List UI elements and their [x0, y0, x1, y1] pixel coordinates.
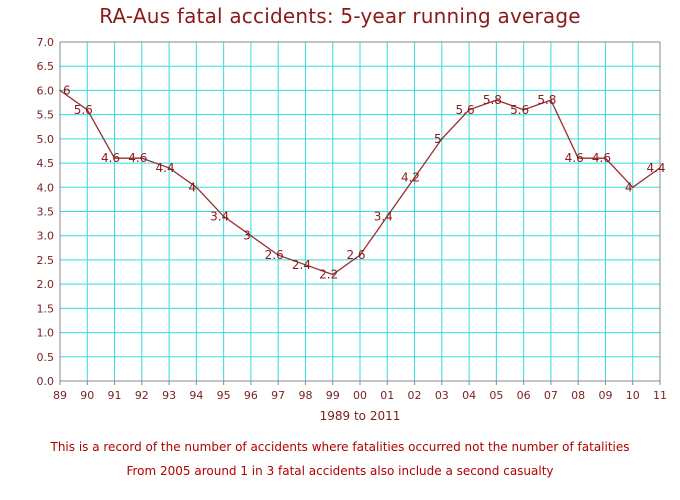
- data-point: [113, 157, 116, 160]
- x-tick-label: 93: [162, 389, 176, 402]
- y-axis: 0.0 0.5 1.0 1.5 2.0 2.5 3.0 3.5 4.0 4.5 5.0 5.5 6.0 6…: [37, 36, 55, 388]
- x-tick-label: 95: [217, 389, 231, 402]
- x-axis-title: 1989 to 2011: [320, 409, 401, 423]
- data-point: [141, 157, 143, 160]
- y-tick-label: 1.5: [37, 302, 55, 315]
- y-tick-label: 2.0: [37, 278, 55, 291]
- y-tick-label: 5.0: [37, 133, 55, 146]
- data-point: [659, 167, 661, 169]
- data-label: 5.8: [483, 93, 502, 107]
- data-point: [222, 215, 225, 218]
- data-label: 5.6: [510, 103, 529, 117]
- x-tick-label: 04: [462, 389, 476, 402]
- y-tick-label: 5.5: [37, 109, 55, 122]
- y-tick-label: 6.5: [37, 60, 55, 73]
- data-point: [522, 109, 525, 111]
- grid: [59, 41, 661, 382]
- data-label: 4.2: [401, 171, 420, 185]
- y-tick-label: 6.0: [37, 84, 55, 97]
- x-axis: 89 90 91 92 93 94 95 96 97 98 99 00 01 02 03 04 05 06 07 08…: [53, 381, 667, 402]
- data-point: [59, 89, 61, 92]
- y-tick-label: 0.0: [37, 375, 55, 388]
- x-tick-label: 01: [380, 389, 394, 402]
- data-point: [631, 186, 634, 189]
- data-label: 2.6: [265, 248, 284, 262]
- x-tick-label: 08: [571, 389, 585, 402]
- data-label: 5.6: [456, 103, 475, 117]
- y-tick-label: 3.0: [37, 230, 55, 243]
- data-label: 4: [189, 180, 197, 194]
- series-line: [59, 89, 661, 276]
- x-tick-label: 89: [53, 389, 67, 402]
- data-label: 5.8: [537, 93, 556, 107]
- data-labels: 65.64.6 4.64.443.432.62.42.22.63.44.255.6…: [63, 83, 666, 281]
- data-point: [495, 99, 498, 101]
- footnote-second-casualty: From 2005 around 1 in 3 fatal accidents …: [126, 464, 554, 478]
- data-label: 4.4: [646, 161, 665, 175]
- data-point: [413, 176, 416, 179]
- data-point: [359, 254, 361, 256]
- data-point: [168, 167, 170, 169]
- footnote-fatalities: This is a record of the number of accide…: [50, 440, 630, 454]
- x-tick-label: 09: [598, 389, 612, 402]
- data-label: 3.4: [210, 209, 229, 223]
- y-tick-label: 3.5: [37, 206, 55, 219]
- data-point: [331, 273, 334, 276]
- data-label: 2.2: [319, 267, 338, 281]
- data-label: 5: [434, 132, 442, 146]
- data-label: 4.6: [592, 151, 611, 165]
- data-point: [304, 263, 307, 266]
- data-label: 4.4: [156, 161, 175, 175]
- data-point: [550, 99, 552, 101]
- data-point: [441, 138, 443, 140]
- data-label: 4.6: [128, 151, 147, 165]
- x-tick-label: 90: [80, 389, 94, 402]
- x-tick-label: 91: [108, 389, 122, 402]
- y-tick-label: 2.5: [37, 254, 55, 267]
- y-tick-label: 0.5: [37, 351, 55, 364]
- x-tick-label: 00: [353, 389, 367, 402]
- x-tick-label: 05: [489, 389, 503, 402]
- x-tick-label: 10: [626, 389, 640, 402]
- x-tick-label: 94: [189, 389, 203, 402]
- x-tick-label: 11: [653, 389, 667, 402]
- data-label: 4.6: [101, 151, 120, 165]
- data-point: [577, 157, 579, 160]
- data-point: [86, 109, 89, 111]
- y-tick-label: 1.0: [37, 327, 55, 340]
- x-tick-label: 96: [244, 389, 258, 402]
- data-label: 6: [63, 83, 71, 97]
- x-tick-label: 99: [326, 389, 340, 402]
- y-tick-label: 4.0: [37, 181, 55, 194]
- y-tick-label: 7.0: [37, 36, 55, 49]
- y-tick-label: 4.5: [37, 157, 55, 170]
- data-label: 4.6: [565, 151, 584, 165]
- x-tick-label: 06: [517, 389, 531, 402]
- data-point: [604, 157, 607, 160]
- data-label: 3: [243, 229, 251, 243]
- data-point: [277, 254, 279, 256]
- data-point: [195, 186, 198, 189]
- data-point: [250, 234, 252, 237]
- x-tick-label: 07: [544, 389, 558, 402]
- x-tick-label: 97: [271, 389, 285, 402]
- data-point: [386, 215, 389, 218]
- data-label: 4: [625, 180, 633, 194]
- data-label: 3.4: [374, 209, 393, 223]
- x-tick-label: 02: [408, 389, 422, 402]
- data-label: 2.4: [292, 258, 311, 272]
- data-label: 5.6: [74, 103, 93, 117]
- x-tick-label: 92: [135, 389, 149, 402]
- x-tick-label: 98: [298, 389, 312, 402]
- data-point: [468, 109, 470, 111]
- x-tick-label: 03: [435, 389, 449, 402]
- data-label: 2.6: [346, 248, 365, 262]
- chart-title: RA-Aus fatal accidents: 5-year running a…: [99, 4, 581, 28]
